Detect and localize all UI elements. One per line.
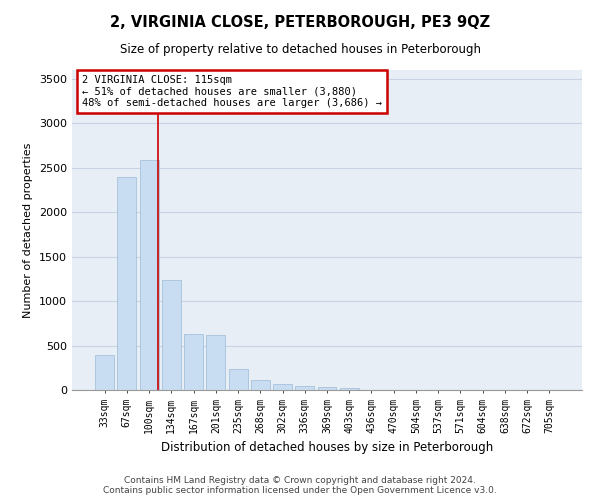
Text: 2 VIRGINIA CLOSE: 115sqm
← 51% of detached houses are smaller (3,880)
48% of sem: 2 VIRGINIA CLOSE: 115sqm ← 51% of detach…: [82, 75, 382, 108]
Text: Contains HM Land Registry data © Crown copyright and database right 2024.
Contai: Contains HM Land Registry data © Crown c…: [103, 476, 497, 495]
Bar: [229, 368, 248, 390]
Y-axis label: Number of detached properties: Number of detached properties: [23, 142, 34, 318]
Text: Size of property relative to detached houses in Peterborough: Size of property relative to detached ho…: [119, 42, 481, 56]
Bar: [340, 388, 359, 390]
Bar: [251, 380, 270, 390]
Bar: [184, 334, 203, 390]
Bar: [206, 335, 225, 390]
Bar: [140, 160, 158, 390]
Bar: [118, 176, 136, 390]
Bar: [295, 386, 314, 390]
Bar: [162, 280, 181, 390]
Text: 2, VIRGINIA CLOSE, PETERBOROUGH, PE3 9QZ: 2, VIRGINIA CLOSE, PETERBOROUGH, PE3 9QZ: [110, 15, 490, 30]
Bar: [317, 388, 337, 390]
Bar: [273, 384, 292, 390]
X-axis label: Distribution of detached houses by size in Peterborough: Distribution of detached houses by size …: [161, 441, 493, 454]
Bar: [95, 356, 114, 390]
